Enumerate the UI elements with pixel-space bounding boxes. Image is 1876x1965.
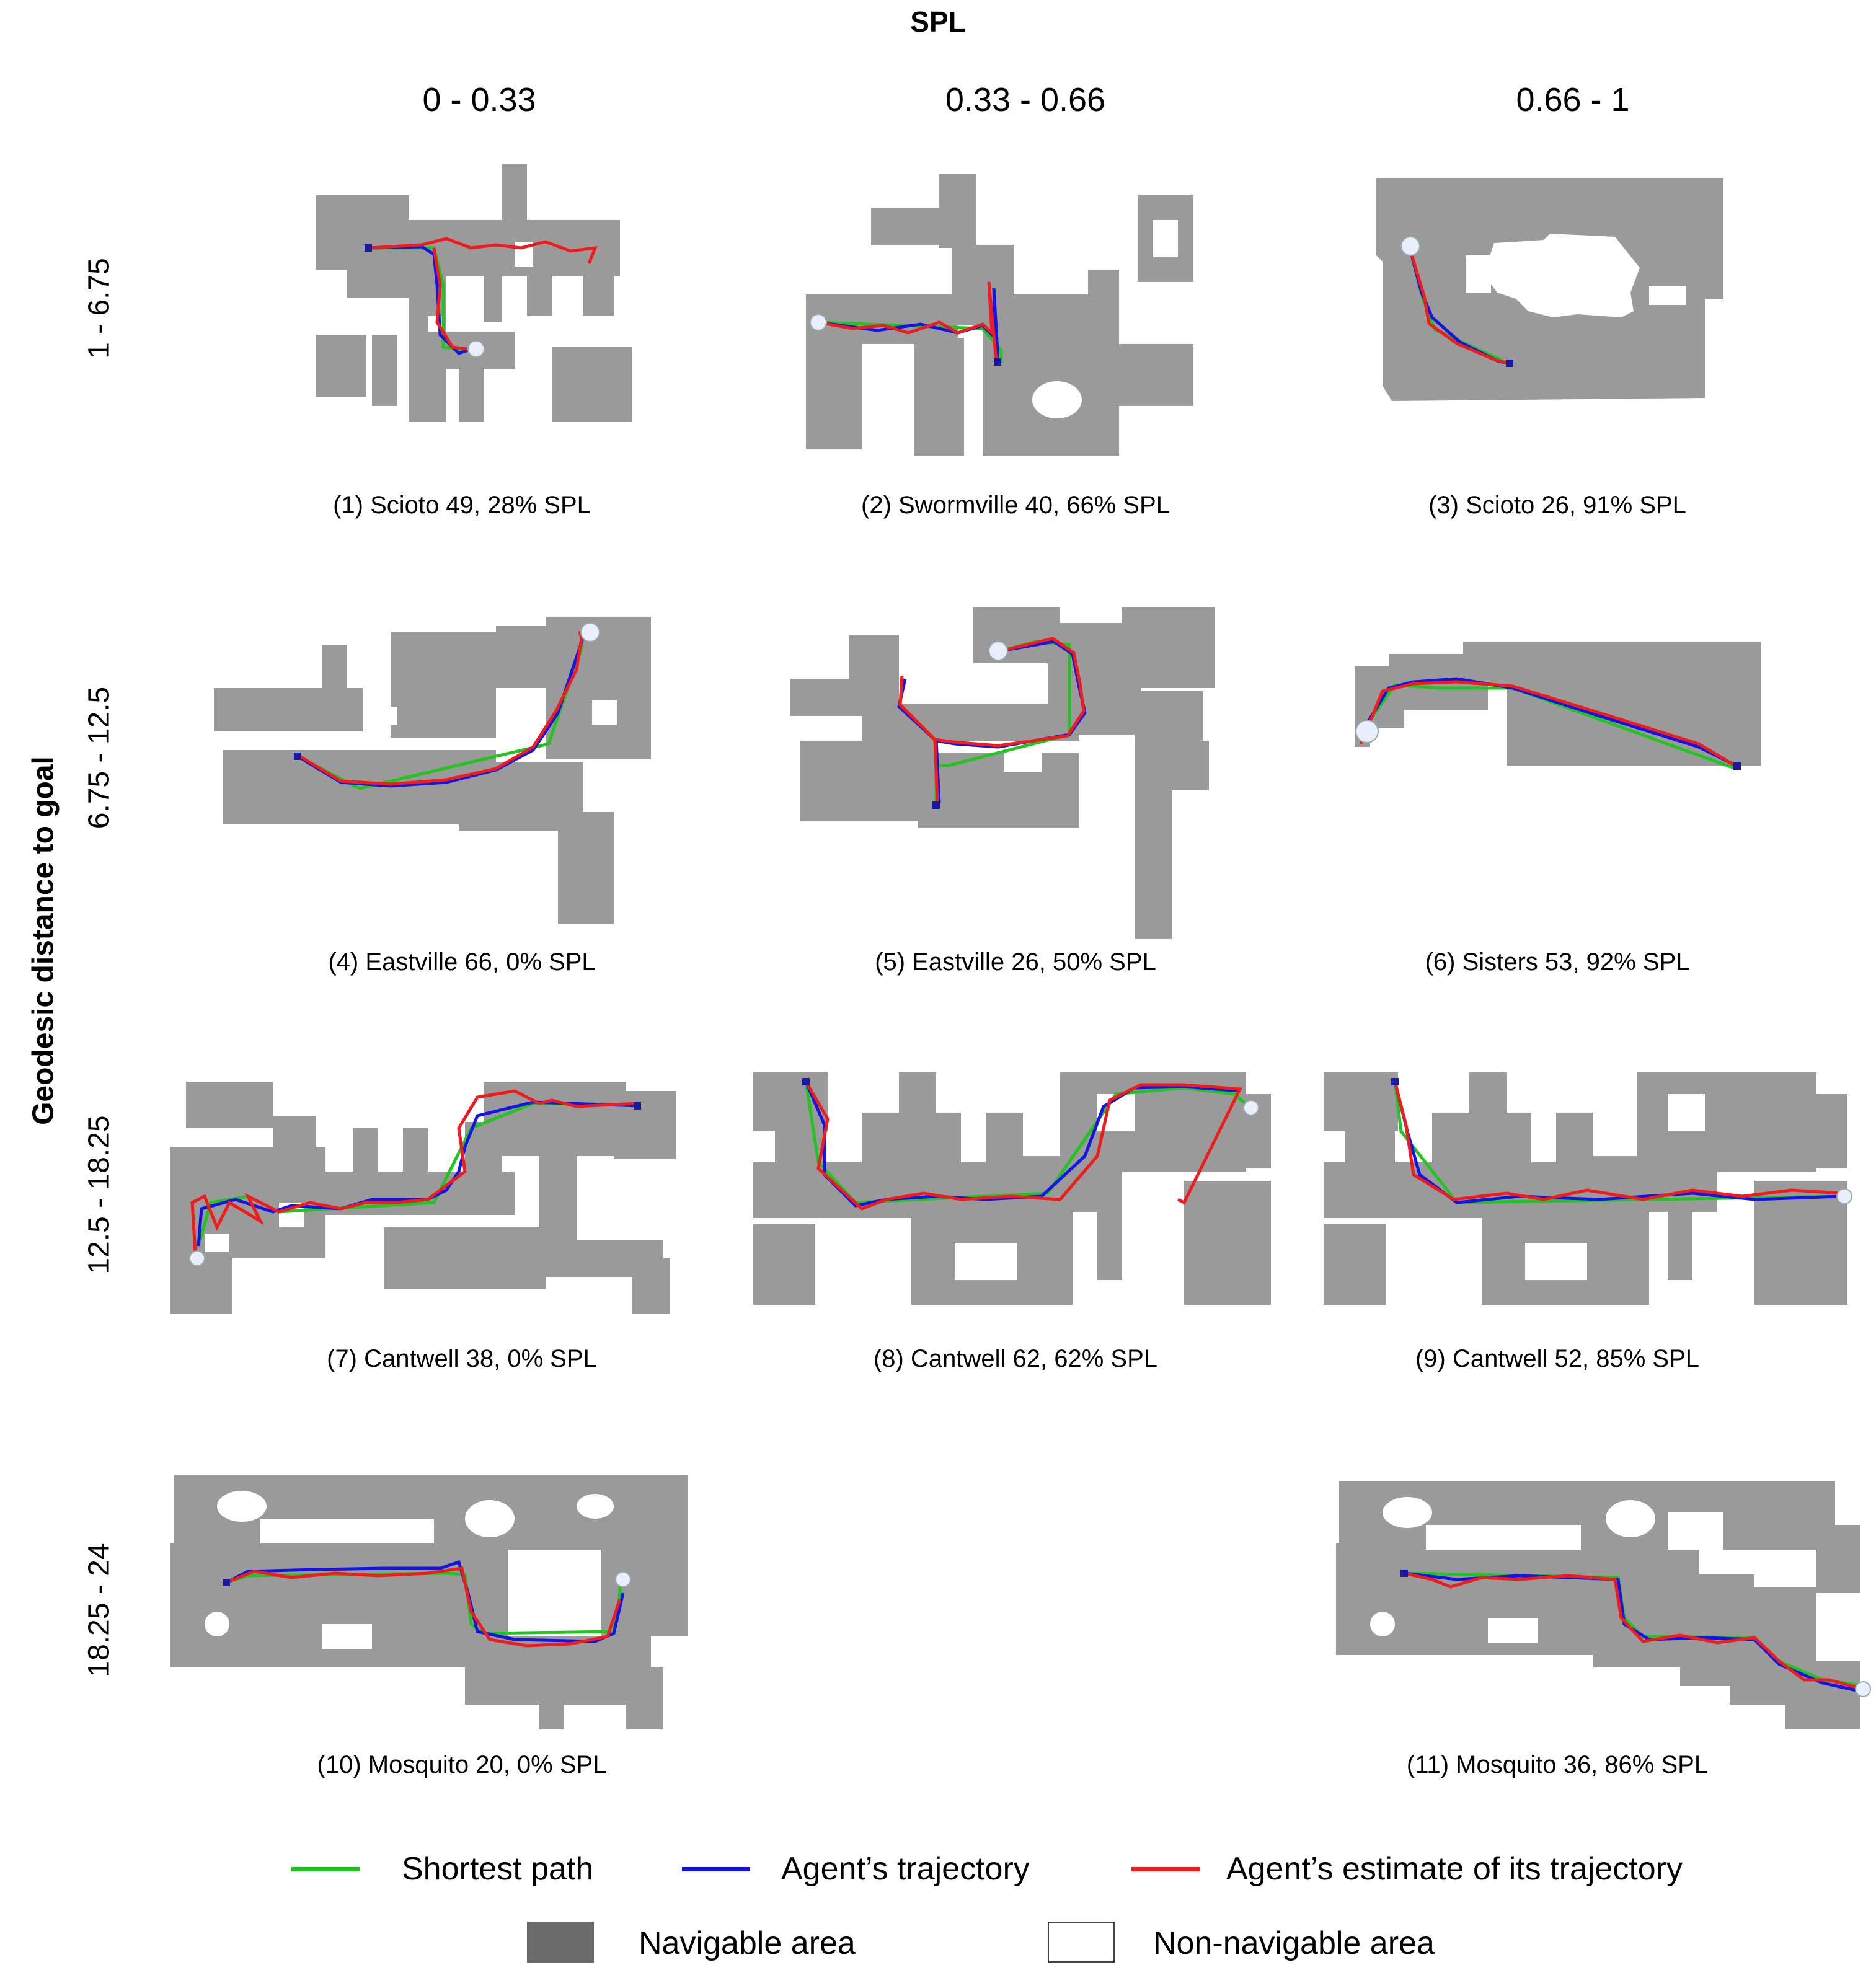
panel-caption-2: (2) Swormville 40, 66% SPL	[861, 492, 1170, 519]
column-header-mid: 0.33 - 0.66	[945, 81, 1106, 118]
row-header-4: 18.25 - 24	[82, 1543, 116, 1677]
legend-nonnavigable-swatch	[1048, 1922, 1115, 1963]
panel-caption-5: (5) Eastville 26, 50% SPL	[875, 948, 1156, 976]
row-header-1: 1 - 6.75	[82, 258, 116, 359]
row-header-2: 6.75 - 12.5	[82, 686, 116, 829]
figure-title: SPL	[910, 6, 966, 38]
panel-caption-8: (8) Cantwell 62, 62% SPL	[873, 1345, 1157, 1372]
map-panel-9	[1321, 1069, 1860, 1311]
map-panel-5	[787, 604, 1234, 942]
panel-caption-4: (4) Eastville 66, 0% SPL	[328, 948, 596, 976]
legend-navigable-swatch	[527, 1922, 594, 1963]
column-header-high: 0.66 - 1	[1516, 81, 1630, 118]
legend-shortest-path-label: Shortest path	[402, 1851, 594, 1887]
panel-caption-11: (11) Mosquito 36, 86% SPL	[1406, 1751, 1709, 1778]
panel-caption-6: (6) Sisters 53, 92% SPL	[1425, 948, 1690, 976]
panel-caption-9: (9) Cantwell 52, 85% SPL	[1415, 1345, 1699, 1372]
map-panel-1	[310, 161, 645, 428]
panel-caption-7: (7) Cantwell 38, 0% SPL	[327, 1345, 597, 1372]
row-header-3: 12.5 - 18.25	[82, 1115, 116, 1274]
map-panel-4	[211, 614, 663, 936]
legend-agent-trajectory-label: Agent’s trajectory	[781, 1851, 1030, 1887]
panel-caption-10: (10) Mosquito 20, 0% SPL	[317, 1751, 607, 1778]
legend-estimate-label: Agent’s estimate of its trajectory	[1226, 1851, 1683, 1887]
map-panel-10	[167, 1469, 707, 1736]
legend-estimate-line	[1131, 1867, 1200, 1871]
map-panel-6	[1352, 604, 1767, 784]
map-panel-11	[1333, 1475, 1872, 1736]
map-panel-8	[750, 1069, 1277, 1311]
map-panel-3	[1373, 175, 1727, 410]
row-axis-label: Geodesic distance to goal	[27, 756, 60, 1125]
panel-caption-1: (1) Scioto 49, 28% SPL	[333, 492, 591, 519]
panel-caption-3: (3) Scioto 26, 91% SPL	[1428, 492, 1686, 519]
legend-navigable-label: Navigable area	[639, 1925, 856, 1961]
map-panel-7	[167, 1079, 694, 1320]
legend-agent-trajectory-line	[682, 1867, 750, 1871]
legend-shortest-path-line	[291, 1867, 360, 1871]
map-panel-2	[797, 170, 1212, 462]
column-header-low: 0 - 0.33	[422, 81, 536, 118]
legend-nonnavigable-label: Non-navigable area	[1153, 1925, 1435, 1961]
